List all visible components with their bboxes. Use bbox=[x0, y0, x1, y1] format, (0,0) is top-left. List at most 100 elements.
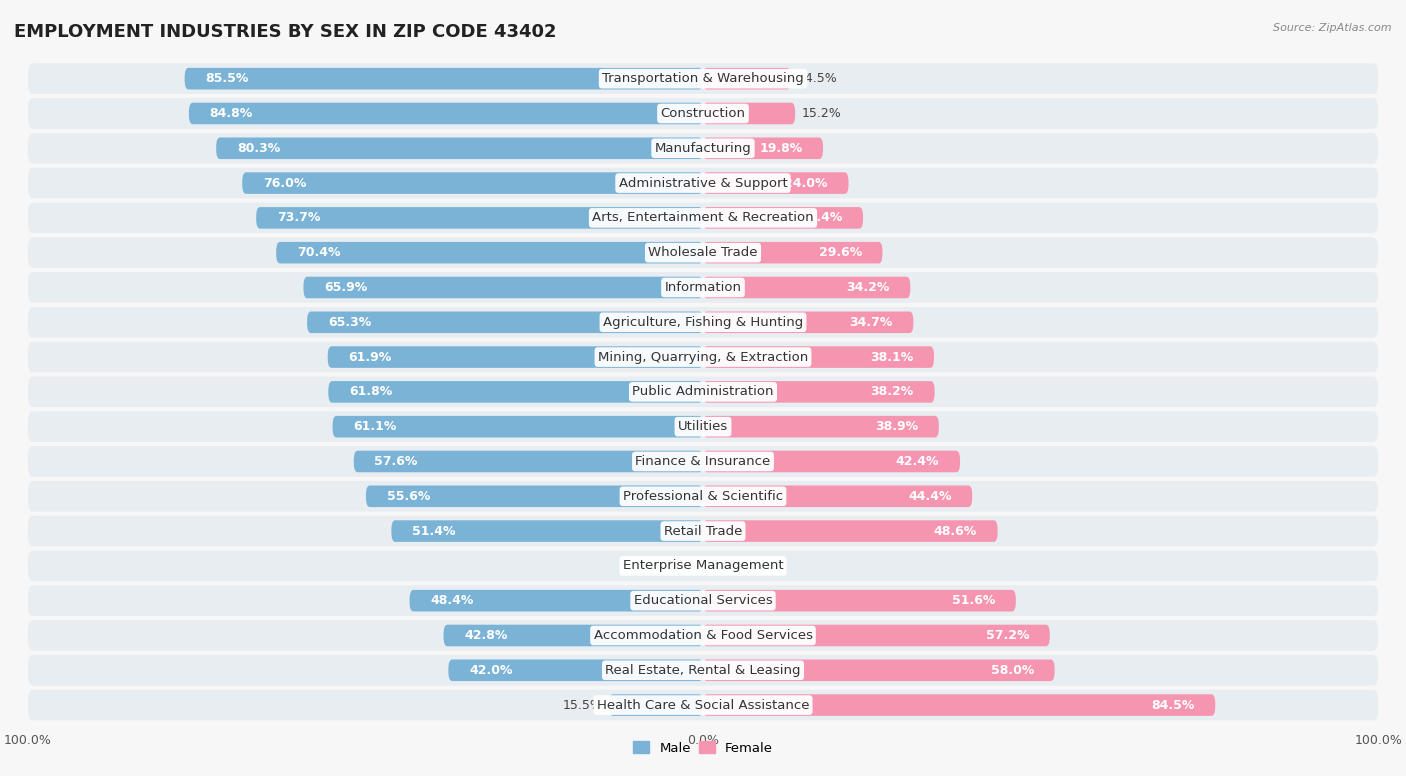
Text: Utilities: Utilities bbox=[678, 420, 728, 433]
FancyBboxPatch shape bbox=[28, 376, 1378, 407]
Text: 76.0%: 76.0% bbox=[263, 177, 307, 189]
FancyBboxPatch shape bbox=[217, 137, 703, 159]
Text: 0.0%: 0.0% bbox=[710, 559, 742, 573]
FancyBboxPatch shape bbox=[609, 695, 703, 716]
Text: 65.9%: 65.9% bbox=[325, 281, 367, 294]
FancyBboxPatch shape bbox=[703, 590, 1015, 611]
Text: Wholesale Trade: Wholesale Trade bbox=[648, 246, 758, 259]
Text: 55.6%: 55.6% bbox=[387, 490, 430, 503]
FancyBboxPatch shape bbox=[333, 416, 703, 438]
FancyBboxPatch shape bbox=[703, 277, 910, 298]
FancyBboxPatch shape bbox=[703, 242, 883, 264]
FancyBboxPatch shape bbox=[28, 99, 1378, 129]
FancyBboxPatch shape bbox=[703, 346, 934, 368]
Text: Mining, Quarrying, & Extraction: Mining, Quarrying, & Extraction bbox=[598, 351, 808, 364]
FancyBboxPatch shape bbox=[28, 516, 1378, 546]
Text: 48.4%: 48.4% bbox=[430, 594, 474, 607]
Text: 15.2%: 15.2% bbox=[801, 107, 842, 120]
Text: 0.0%: 0.0% bbox=[664, 559, 696, 573]
Text: 85.5%: 85.5% bbox=[205, 72, 249, 85]
Text: 38.1%: 38.1% bbox=[870, 351, 914, 364]
FancyBboxPatch shape bbox=[304, 277, 703, 298]
FancyBboxPatch shape bbox=[703, 520, 998, 542]
Text: Construction: Construction bbox=[661, 107, 745, 120]
FancyBboxPatch shape bbox=[703, 451, 960, 473]
FancyBboxPatch shape bbox=[703, 416, 939, 438]
FancyBboxPatch shape bbox=[366, 486, 703, 507]
FancyBboxPatch shape bbox=[703, 486, 972, 507]
Text: Public Administration: Public Administration bbox=[633, 386, 773, 398]
FancyBboxPatch shape bbox=[28, 690, 1378, 720]
FancyBboxPatch shape bbox=[242, 172, 703, 194]
Text: 80.3%: 80.3% bbox=[236, 142, 280, 154]
FancyBboxPatch shape bbox=[703, 695, 1215, 716]
FancyBboxPatch shape bbox=[703, 207, 863, 229]
Text: Real Estate, Rental & Leasing: Real Estate, Rental & Leasing bbox=[605, 663, 801, 677]
Text: 34.2%: 34.2% bbox=[846, 281, 890, 294]
Text: Source: ZipAtlas.com: Source: ZipAtlas.com bbox=[1274, 23, 1392, 33]
FancyBboxPatch shape bbox=[28, 481, 1378, 511]
Text: Administrative & Support: Administrative & Support bbox=[619, 177, 787, 189]
Text: Enterprise Management: Enterprise Management bbox=[623, 559, 783, 573]
Text: 24.0%: 24.0% bbox=[785, 177, 828, 189]
Text: 61.1%: 61.1% bbox=[353, 420, 396, 433]
Text: 19.8%: 19.8% bbox=[759, 142, 803, 154]
FancyBboxPatch shape bbox=[184, 68, 703, 89]
FancyBboxPatch shape bbox=[28, 411, 1378, 442]
FancyBboxPatch shape bbox=[28, 64, 1378, 94]
FancyBboxPatch shape bbox=[276, 242, 703, 264]
Text: 42.0%: 42.0% bbox=[470, 663, 513, 677]
FancyBboxPatch shape bbox=[28, 550, 1378, 581]
FancyBboxPatch shape bbox=[28, 168, 1378, 199]
Text: Accommodation & Food Services: Accommodation & Food Services bbox=[593, 629, 813, 642]
FancyBboxPatch shape bbox=[443, 625, 703, 646]
Text: Information: Information bbox=[665, 281, 741, 294]
Text: 38.2%: 38.2% bbox=[870, 386, 914, 398]
Text: Agriculture, Fishing & Hunting: Agriculture, Fishing & Hunting bbox=[603, 316, 803, 329]
Text: Arts, Entertainment & Recreation: Arts, Entertainment & Recreation bbox=[592, 211, 814, 224]
Text: 42.4%: 42.4% bbox=[896, 455, 939, 468]
Text: 73.7%: 73.7% bbox=[277, 211, 321, 224]
Text: 34.7%: 34.7% bbox=[849, 316, 893, 329]
FancyBboxPatch shape bbox=[703, 102, 796, 124]
Text: 42.8%: 42.8% bbox=[464, 629, 508, 642]
Legend: Male, Female: Male, Female bbox=[627, 736, 779, 760]
Text: 61.9%: 61.9% bbox=[349, 351, 392, 364]
Text: 15.5%: 15.5% bbox=[562, 698, 602, 712]
Text: 38.9%: 38.9% bbox=[875, 420, 918, 433]
FancyBboxPatch shape bbox=[188, 102, 703, 124]
Text: Finance & Insurance: Finance & Insurance bbox=[636, 455, 770, 468]
FancyBboxPatch shape bbox=[703, 68, 792, 89]
FancyBboxPatch shape bbox=[449, 660, 703, 681]
FancyBboxPatch shape bbox=[703, 137, 823, 159]
Text: EMPLOYMENT INDUSTRIES BY SEX IN ZIP CODE 43402: EMPLOYMENT INDUSTRIES BY SEX IN ZIP CODE… bbox=[14, 23, 557, 41]
Text: 84.8%: 84.8% bbox=[209, 107, 253, 120]
Text: 14.5%: 14.5% bbox=[797, 72, 838, 85]
Text: 48.6%: 48.6% bbox=[934, 525, 977, 538]
Text: 57.2%: 57.2% bbox=[986, 629, 1029, 642]
FancyBboxPatch shape bbox=[391, 520, 703, 542]
Text: Educational Services: Educational Services bbox=[634, 594, 772, 607]
FancyBboxPatch shape bbox=[409, 590, 703, 611]
FancyBboxPatch shape bbox=[703, 660, 1054, 681]
Text: Health Care & Social Assistance: Health Care & Social Assistance bbox=[596, 698, 810, 712]
FancyBboxPatch shape bbox=[28, 341, 1378, 372]
FancyBboxPatch shape bbox=[28, 203, 1378, 234]
Text: 51.4%: 51.4% bbox=[412, 525, 456, 538]
Text: 51.6%: 51.6% bbox=[952, 594, 995, 607]
FancyBboxPatch shape bbox=[703, 625, 1050, 646]
Text: 58.0%: 58.0% bbox=[991, 663, 1033, 677]
FancyBboxPatch shape bbox=[703, 172, 848, 194]
Text: 29.6%: 29.6% bbox=[818, 246, 862, 259]
Text: Professional & Scientific: Professional & Scientific bbox=[623, 490, 783, 503]
FancyBboxPatch shape bbox=[256, 207, 703, 229]
FancyBboxPatch shape bbox=[28, 307, 1378, 338]
Text: Transportation & Warehousing: Transportation & Warehousing bbox=[602, 72, 804, 85]
FancyBboxPatch shape bbox=[703, 311, 914, 333]
FancyBboxPatch shape bbox=[703, 381, 935, 403]
FancyBboxPatch shape bbox=[28, 237, 1378, 268]
FancyBboxPatch shape bbox=[307, 311, 703, 333]
Text: Retail Trade: Retail Trade bbox=[664, 525, 742, 538]
Text: 44.4%: 44.4% bbox=[908, 490, 952, 503]
FancyBboxPatch shape bbox=[28, 446, 1378, 476]
